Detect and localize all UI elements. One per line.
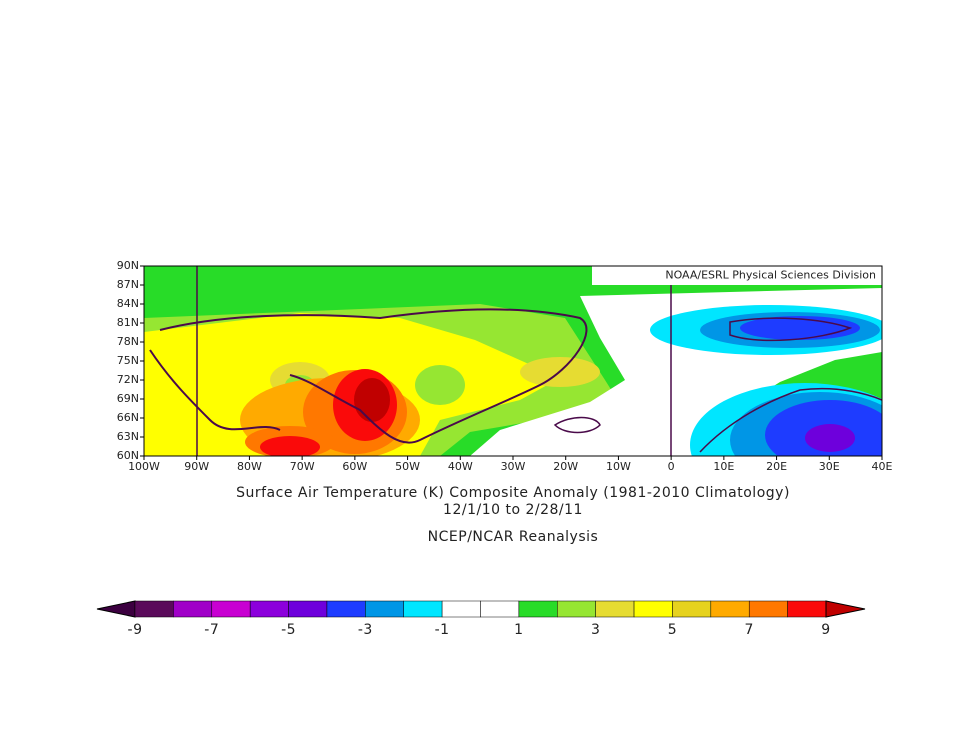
- colorbar-label: 1: [514, 622, 523, 638]
- colorbar-arrow: [825, 600, 866, 618]
- y-tick-label: 90N: [117, 259, 139, 272]
- colorbar-box: [787, 600, 827, 618]
- colorbar-box: [710, 600, 750, 618]
- y-tick-label: 66N: [117, 411, 139, 424]
- x-tick-label: 70W: [290, 460, 315, 473]
- colorbar-label: 3: [591, 622, 600, 638]
- x-tick-label: 20E: [766, 460, 787, 473]
- x-tick-label: 0: [668, 460, 675, 473]
- colorbar-label: -1: [435, 622, 450, 638]
- y-tick-label: 72N: [117, 373, 139, 386]
- x-tick-label: 60W: [342, 460, 367, 473]
- x-tick-label: 90W: [184, 460, 209, 473]
- colorbar-label: -3: [358, 622, 373, 638]
- colorbar-box: [134, 600, 174, 618]
- colorbar-box: [748, 600, 788, 618]
- colorbar-label: -9: [128, 622, 143, 638]
- x-tick-label: 10W: [606, 460, 631, 473]
- y-tick-label: 69N: [117, 392, 139, 405]
- colorbar-arrow: [96, 600, 136, 618]
- colorbar-box: [249, 600, 289, 618]
- colorbar-box: [211, 600, 251, 618]
- x-tick-label: 80W: [237, 460, 262, 473]
- colorbar: -9 -7 -5 -3 -1 1 3 5 7 9: [96, 600, 866, 638]
- x-tick-label: 30W: [501, 460, 526, 473]
- dates: 12/1/10 to 2/28/11: [443, 502, 583, 518]
- colorbar-label: -5: [281, 622, 296, 638]
- source: NCEP/NCAR Reanalysis: [428, 529, 599, 545]
- x-tick-label: 100W: [128, 460, 160, 473]
- colorbar-box: [672, 600, 712, 618]
- map-field: [144, 266, 882, 456]
- x-tick-label: 30E: [819, 460, 840, 473]
- credit: NOAA/ESRL Physical Sciences Division: [665, 269, 876, 282]
- title: Surface Air Temperature (K) Composite An…: [236, 485, 790, 501]
- y-tick-label: 78N: [117, 335, 139, 348]
- x-tick-label: 40W: [448, 460, 473, 473]
- colorbar-box: [326, 600, 366, 618]
- colorbar-box: [288, 600, 328, 618]
- colorbar-label: -7: [204, 622, 219, 638]
- y-tick-label: 60N: [117, 449, 139, 462]
- x-tick-label: 20W: [553, 460, 578, 473]
- colorbar-label: 9: [821, 622, 830, 638]
- colorbar-label: 5: [668, 622, 677, 638]
- x-tick-label: 10E: [713, 460, 734, 473]
- colorbar-box: [441, 600, 481, 618]
- colorbar-box: [403, 600, 443, 618]
- y-tick-label: 75N: [117, 354, 139, 367]
- colorbar-box: [365, 600, 404, 618]
- y-tick-label: 84N: [117, 297, 139, 310]
- y-tick-label: 87N: [117, 278, 139, 291]
- y-tick-label: 63N: [117, 430, 139, 443]
- colorbar-box: [633, 600, 673, 618]
- x-tick-label: 40E: [872, 460, 893, 473]
- colorbar-box: [480, 600, 520, 618]
- colorbar-box: [595, 600, 635, 618]
- colorbar-box: [173, 600, 213, 618]
- x-tick-label: 50W: [395, 460, 420, 473]
- colorbar-label: 7: [745, 622, 754, 638]
- colorbar-box: [518, 600, 558, 618]
- colorbar-box: [557, 600, 596, 618]
- y-tick-label: 81N: [117, 316, 139, 329]
